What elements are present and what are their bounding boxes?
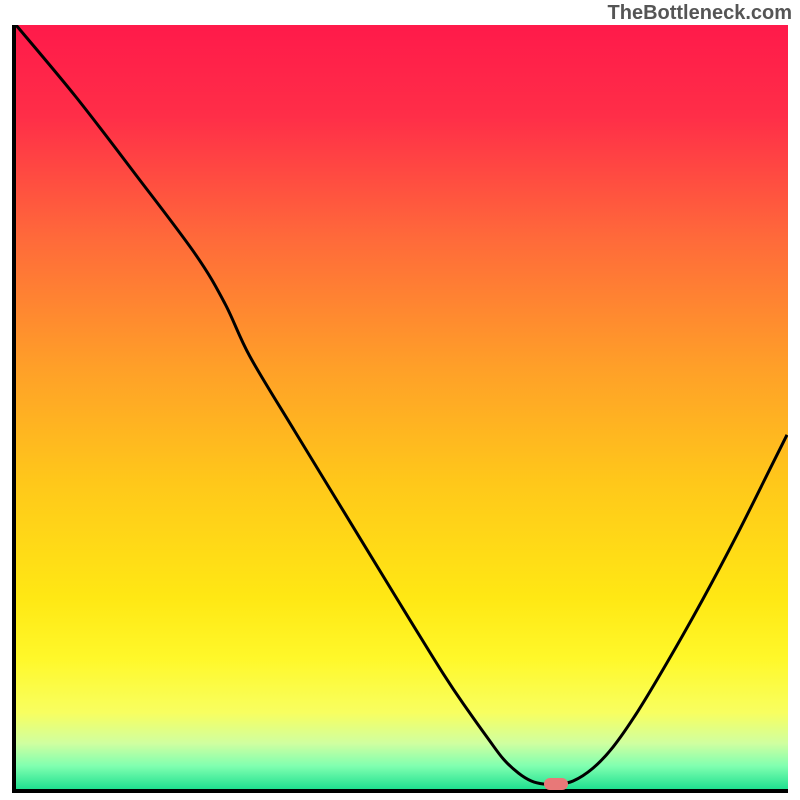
chart-background: [16, 25, 788, 789]
watermark-text: TheBottleneck.com: [608, 2, 792, 25]
optimal-point-marker: [544, 778, 568, 790]
chart-svg: [16, 25, 788, 789]
bottleneck-chart: [12, 25, 788, 793]
